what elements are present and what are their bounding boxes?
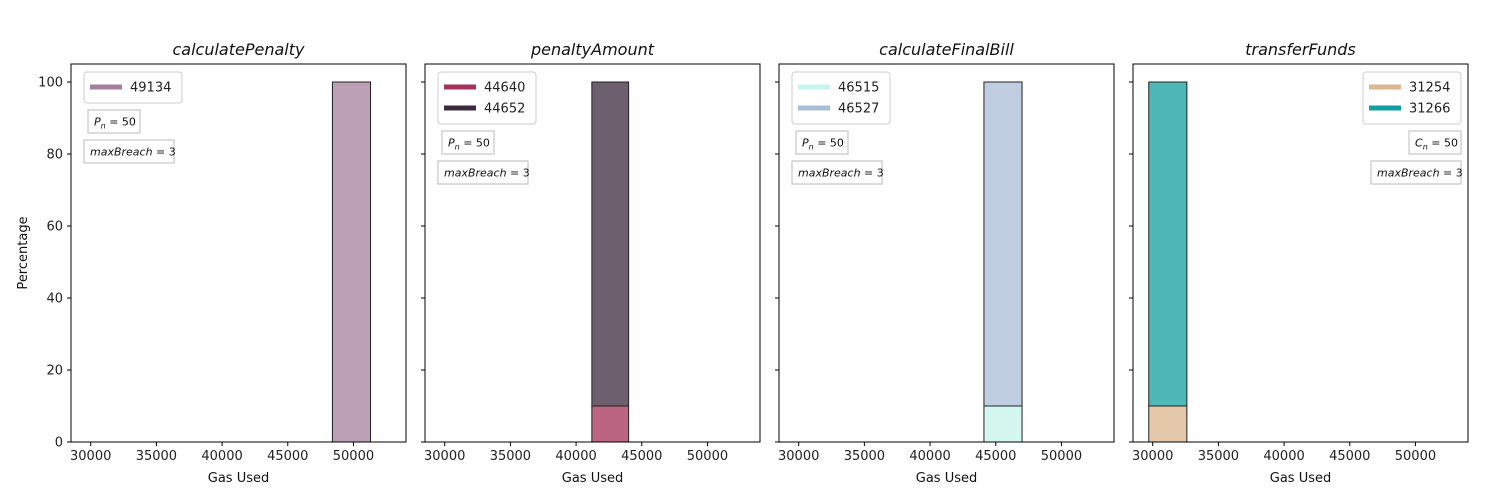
- panel-title: calculatePenalty: [173, 40, 306, 59]
- annotation-box: [83, 139, 175, 164]
- x-axis-label: Gas Used: [562, 471, 623, 486]
- y-tick-label: 100: [38, 76, 63, 91]
- x-tick-label: 45000: [267, 449, 308, 464]
- annotation-text: maxBreach = 3: [1377, 167, 1463, 180]
- panel-title: penaltyAmount: [530, 40, 655, 59]
- bar-44640: [591, 405, 630, 443]
- annotation-text: Cn = 50: [1415, 137, 1458, 152]
- annotation-text: maxBreach = 3: [444, 167, 530, 180]
- annotation-box: [87, 109, 141, 134]
- axes-frame: [1132, 63, 1469, 443]
- annotation-box: [791, 160, 883, 185]
- annotation-text: Pn = 50: [448, 137, 490, 152]
- x-tick-label: 45000: [621, 449, 662, 464]
- x-axis-label: Gas Used: [208, 471, 269, 486]
- x-tick-label: 35000: [136, 449, 177, 464]
- panel-title: calculateFinalBill: [879, 40, 1014, 59]
- annotation-text: Pn = 50: [94, 116, 136, 131]
- legend-box: [83, 71, 183, 104]
- x-tick-label: 45000: [1329, 449, 1370, 464]
- axes-frame: [424, 63, 761, 443]
- bar-31254: [1148, 405, 1188, 443]
- x-tick-label: 50000: [687, 449, 728, 464]
- legend-label-31254: 31254: [1409, 81, 1450, 96]
- x-tick-label: 40000: [909, 449, 950, 464]
- x-tick-label: 30000: [70, 449, 111, 464]
- y-tick-label: 20: [46, 364, 63, 379]
- bar-49134: [331, 81, 372, 443]
- x-tick-label: 30000: [778, 449, 819, 464]
- x-tick-label: 30000: [424, 449, 465, 464]
- x-tick-label: 50000: [1041, 449, 1082, 464]
- y-tick-label: 80: [46, 148, 63, 163]
- annotation-text: maxBreach = 3: [798, 167, 884, 180]
- axes-frame: [778, 63, 1115, 443]
- bar-44652: [591, 81, 630, 407]
- bar-46527: [983, 81, 1023, 407]
- panel-transferFunds: 30000 35000 40000 45000 50000 transferFunds Ga…: [1129, 40, 1469, 486]
- y-tick-label: 40: [46, 292, 63, 307]
- x-tick-label: 40000: [1263, 449, 1304, 464]
- x-tick-label: 40000: [555, 449, 596, 464]
- x-axis-label: Gas Used: [916, 471, 977, 486]
- annotation-box: [1370, 160, 1462, 185]
- y-tick-label: 0: [55, 436, 63, 451]
- annotation-box: [437, 160, 529, 185]
- bar-46515: [983, 405, 1023, 443]
- annotation-box: [441, 130, 495, 155]
- y-tick-label: 60: [46, 220, 63, 235]
- panel-title: transferFunds: [1245, 40, 1356, 59]
- legend-label-44652: 44652: [484, 102, 525, 117]
- x-tick-label: 35000: [490, 449, 531, 464]
- x-tick-label: 50000: [333, 449, 374, 464]
- panel-calculateFinalBill: 30000 35000 40000 45000 50000 calculateFinalB…: [775, 40, 1115, 486]
- annotation-box: [795, 130, 849, 155]
- panel-penaltyAmount: 30000 35000 40000 45000 50000 penaltyAmount Ga…: [421, 40, 761, 486]
- legend-label-31266: 31266: [1409, 102, 1450, 117]
- x-tick-label: 35000: [844, 449, 885, 464]
- legend-label-49134: 49134: [130, 81, 171, 96]
- bar-31266: [1148, 81, 1188, 407]
- x-axis-label: Gas Used: [1270, 471, 1331, 486]
- legend-label-46527: 46527: [838, 102, 879, 117]
- annotation-box: [1408, 130, 1462, 155]
- x-tick-label: 35000: [1198, 449, 1239, 464]
- x-tick-label: 30000: [1132, 449, 1173, 464]
- annotation-text: Pn = 50: [802, 137, 844, 152]
- x-tick-label: 45000: [975, 449, 1016, 464]
- y-axis-label: Percentage: [16, 216, 31, 289]
- legend-label-44640: 44640: [484, 81, 525, 96]
- x-tick-label: 40000: [201, 449, 242, 464]
- axes-frame: [70, 63, 407, 443]
- legend-label-46515: 46515: [838, 81, 879, 96]
- panel-calculatePenalty: 30000 35000 40000 45000 50000 0 20 40 60 80 100 cal…: [16, 40, 407, 486]
- annotation-text: maxBreach = 3: [90, 146, 176, 159]
- x-tick-label: 50000: [1395, 449, 1436, 464]
